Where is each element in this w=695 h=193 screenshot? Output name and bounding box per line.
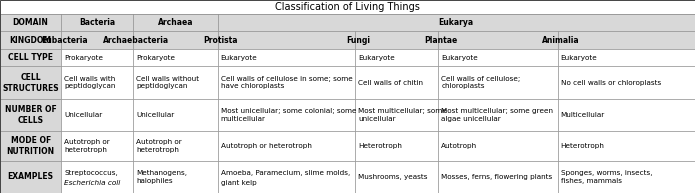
Text: Eukaryote: Eukaryote: [220, 55, 257, 61]
Bar: [355, 131, 439, 161]
Text: Methanogens,
halophiles: Methanogens, halophiles: [136, 170, 187, 184]
Bar: [61, 31, 133, 49]
Text: Autotroph or heterotroph: Autotroph or heterotroph: [220, 143, 311, 149]
Bar: [0, 99, 61, 131]
Bar: [355, 49, 439, 67]
Text: Protista: Protista: [204, 36, 238, 45]
Text: Most unicellular; some colonial; some
multicellular: Most unicellular; some colonial; some mu…: [220, 108, 356, 122]
Text: Escherichia coli: Escherichia coli: [64, 180, 120, 186]
Bar: [61, 14, 133, 31]
Bar: [61, 161, 133, 193]
Bar: [0, 161, 61, 193]
Bar: [133, 14, 218, 31]
Text: Unicellular: Unicellular: [136, 112, 174, 118]
Text: Animalia: Animalia: [542, 36, 580, 45]
Bar: [557, 99, 695, 131]
Bar: [218, 131, 355, 161]
Bar: [0, 49, 61, 67]
Bar: [439, 99, 557, 131]
Bar: [218, 67, 355, 99]
Text: Most multicellular; some green
algae unicellular: Most multicellular; some green algae uni…: [441, 108, 553, 122]
Text: Autotroph or
heterotroph: Autotroph or heterotroph: [64, 139, 110, 153]
Bar: [0, 131, 61, 161]
Text: Fungi: Fungi: [346, 36, 370, 45]
Bar: [61, 67, 133, 99]
Text: Classification of Living Things: Classification of Living Things: [275, 2, 420, 12]
Text: Autotroph or
heterotroph: Autotroph or heterotroph: [136, 139, 182, 153]
Text: Multicellular: Multicellular: [561, 112, 605, 118]
Text: Sponges, worms, insects,
fishes, mammals: Sponges, worms, insects, fishes, mammals: [561, 170, 652, 184]
Bar: [133, 131, 218, 161]
Text: No cell walls or chloroplasts: No cell walls or chloroplasts: [561, 80, 661, 86]
Bar: [557, 49, 695, 67]
Bar: [0, 14, 61, 31]
Text: Streptococcus,: Streptococcus,: [64, 170, 118, 176]
Text: Prokaryote: Prokaryote: [136, 55, 175, 61]
Text: Cell walls of chitin: Cell walls of chitin: [358, 80, 423, 86]
Bar: [439, 161, 557, 193]
Text: Cell walls of cellulose;
chloroplasts: Cell walls of cellulose; chloroplasts: [441, 76, 521, 89]
Text: DOMAIN: DOMAIN: [13, 18, 49, 27]
Bar: [218, 31, 355, 49]
Bar: [218, 161, 355, 193]
Bar: [557, 131, 695, 161]
Bar: [218, 99, 355, 131]
Text: Autotroph: Autotroph: [441, 143, 477, 149]
Text: Heterotroph: Heterotroph: [561, 143, 605, 149]
Bar: [61, 99, 133, 131]
Bar: [355, 31, 439, 49]
Text: NUMBER OF
CELLS: NUMBER OF CELLS: [5, 105, 56, 125]
Text: EXAMPLES: EXAMPLES: [8, 172, 54, 181]
Text: CELL
STRUCTURES: CELL STRUCTURES: [2, 73, 59, 93]
Text: Eubacteria: Eubacteria: [41, 36, 88, 45]
Text: CELL TYPE: CELL TYPE: [8, 53, 53, 62]
Text: Cell walls of cellulose in some; some
have chloroplasts: Cell walls of cellulose in some; some ha…: [220, 76, 352, 89]
Bar: [218, 14, 695, 31]
Bar: [0, 31, 61, 49]
Bar: [355, 67, 439, 99]
Text: Amoeba, Paramecium, slime molds,: Amoeba, Paramecium, slime molds,: [220, 170, 350, 176]
Text: Eukarya: Eukarya: [439, 18, 474, 27]
Bar: [133, 31, 218, 49]
Text: Mushrooms, yeasts: Mushrooms, yeasts: [358, 174, 427, 180]
Bar: [557, 67, 695, 99]
Bar: [439, 31, 557, 49]
Bar: [557, 31, 695, 49]
Bar: [439, 49, 557, 67]
Bar: [133, 49, 218, 67]
Bar: [0, 67, 61, 99]
Text: Archaebacteria: Archaebacteria: [103, 36, 169, 45]
Text: Mosses, ferns, flowering plants: Mosses, ferns, flowering plants: [441, 174, 553, 180]
Text: Plantae: Plantae: [425, 36, 458, 45]
Text: Eukaryote: Eukaryote: [441, 55, 478, 61]
Bar: [0, 0, 695, 14]
Text: Prokaryote: Prokaryote: [64, 55, 104, 61]
Text: Most multicellular; some
unicellular: Most multicellular; some unicellular: [358, 108, 447, 122]
Text: Unicellular: Unicellular: [64, 112, 102, 118]
Bar: [439, 67, 557, 99]
Text: Cell walls with
peptidoglycan: Cell walls with peptidoglycan: [64, 76, 115, 89]
Text: KINGDOM: KINGDOM: [10, 36, 51, 45]
Text: Eukaryote: Eukaryote: [561, 55, 598, 61]
Bar: [133, 99, 218, 131]
Text: Cell walls without
peptidoglycan: Cell walls without peptidoglycan: [136, 76, 199, 89]
Text: giant kelp: giant kelp: [220, 180, 256, 186]
Bar: [61, 131, 133, 161]
Text: Bacteria: Bacteria: [79, 18, 115, 27]
Text: Eukaryote: Eukaryote: [358, 55, 395, 61]
Bar: [61, 49, 133, 67]
Bar: [133, 67, 218, 99]
Bar: [133, 161, 218, 193]
Text: MODE OF
NUTRITION: MODE OF NUTRITION: [6, 136, 55, 156]
Text: Archaea: Archaea: [158, 18, 193, 27]
Bar: [355, 161, 439, 193]
Bar: [439, 131, 557, 161]
Bar: [355, 99, 439, 131]
Text: Heterotroph: Heterotroph: [358, 143, 402, 149]
Bar: [557, 161, 695, 193]
Bar: [218, 49, 355, 67]
